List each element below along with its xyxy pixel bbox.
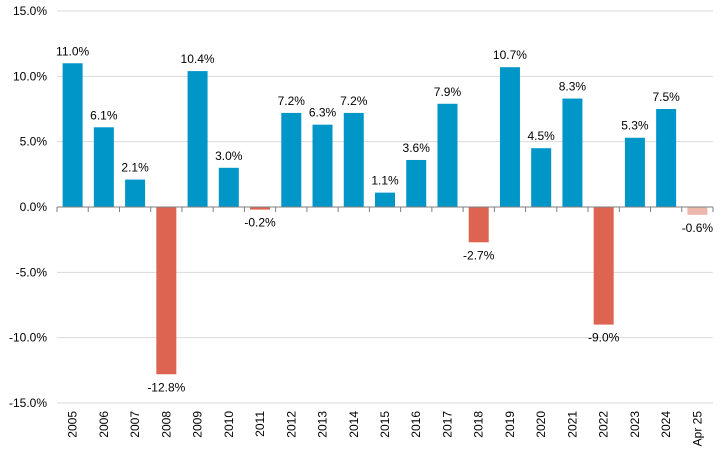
data-label: -0.2% — [244, 216, 276, 230]
x-tick-label: 2005 — [66, 411, 80, 438]
data-label: -9.0% — [588, 331, 620, 345]
x-tick-label: 2019 — [503, 411, 517, 438]
x-tick-label: 2014 — [347, 411, 361, 438]
data-label: 7.5% — [652, 90, 680, 104]
y-tick-label: -5.0% — [16, 265, 48, 279]
bar-2024 — [656, 109, 677, 207]
data-label: 6.1% — [90, 108, 118, 122]
data-label: 5.3% — [621, 119, 649, 133]
y-tick-label: 5.0% — [20, 135, 48, 149]
bar-2005 — [62, 63, 83, 208]
data-label: 10.4% — [181, 52, 215, 66]
x-tick-label: 2021 — [565, 411, 579, 438]
x-tick-label: 2009 — [191, 411, 205, 438]
bar-2007 — [125, 179, 146, 207]
bar-apr-25 — [687, 207, 708, 215]
data-label: -2.7% — [463, 248, 495, 262]
data-label: 1.1% — [371, 174, 399, 188]
data-label: 8.3% — [559, 80, 587, 94]
bar-2011 — [250, 207, 271, 210]
x-tick-label: 2024 — [659, 411, 673, 438]
x-tick-label: 2008 — [159, 411, 173, 438]
x-tick-label: 2016 — [409, 411, 423, 438]
data-label: 4.5% — [528, 129, 556, 143]
y-tick-label: -15.0% — [9, 396, 47, 410]
y-tick-label: 0.0% — [20, 200, 48, 214]
bar-2013 — [312, 124, 333, 207]
x-axis: 2005 2006 2007 2008 2009 2010 2011 2012 2013 2014… — [56, 206, 714, 447]
data-label: 7.2% — [278, 94, 306, 108]
x-tick-label: 2007 — [128, 411, 142, 438]
y-tick-label: -10.0% — [9, 331, 47, 345]
bar-2014 — [343, 112, 364, 207]
data-label: -12.8% — [147, 380, 185, 394]
bar-2010 — [218, 167, 239, 207]
bar-2008 — [156, 207, 177, 375]
x-tick-label: 2017 — [440, 411, 454, 438]
x-tick-label: 2015 — [378, 411, 392, 438]
x-tick-label: 2020 — [534, 411, 548, 438]
x-tick-label: 2013 — [316, 411, 330, 438]
bar-2022 — [593, 207, 614, 325]
x-tick-label: 2022 — [597, 411, 611, 438]
x-tick-label: 2012 — [284, 411, 298, 438]
data-label: 6.3% — [309, 106, 337, 120]
x-tick-label: 2018 — [472, 411, 486, 438]
x-tick-label: Apr 25 — [690, 411, 704, 447]
data-label: 2.1% — [121, 161, 149, 175]
bar-2018 — [468, 207, 489, 243]
x-tick-label: 2006 — [97, 411, 111, 438]
bar-2006 — [93, 127, 114, 207]
bar-2021 — [562, 98, 583, 207]
data-labels: 11.0% 6.1% 2.1% -12.8% 10.4% 3.0% -0.2% 7.2%6.3… — [56, 44, 713, 394]
data-label: 3.0% — [215, 149, 243, 163]
data-label: 11.0% — [56, 44, 89, 58]
data-label: 7.9% — [434, 85, 462, 99]
x-tick-label: 2010 — [222, 411, 236, 438]
data-label: 3.6% — [403, 141, 431, 155]
x-tick-label: 2023 — [628, 411, 642, 438]
bar-2020 — [531, 148, 552, 207]
bar-2012 — [281, 112, 302, 207]
x-tick-label: 2011 — [253, 411, 267, 437]
bar-2016 — [406, 159, 427, 207]
y-axis: 15.0% 10.0% 5.0% 0.0% -5.0% -10.0% -15.0% — [9, 4, 47, 410]
bar-2023 — [624, 137, 645, 207]
data-label: 7.2% — [340, 94, 368, 108]
y-tick-label: 15.0% — [13, 4, 47, 18]
bar-2009 — [187, 71, 208, 208]
bars — [62, 63, 708, 375]
bar-2019 — [499, 67, 520, 207]
bar-2017 — [437, 103, 458, 207]
data-label: 10.7% — [493, 48, 527, 62]
bar-2015 — [375, 192, 395, 207]
y-tick-label: 10.0% — [13, 69, 47, 83]
data-label: -0.6% — [682, 221, 714, 235]
